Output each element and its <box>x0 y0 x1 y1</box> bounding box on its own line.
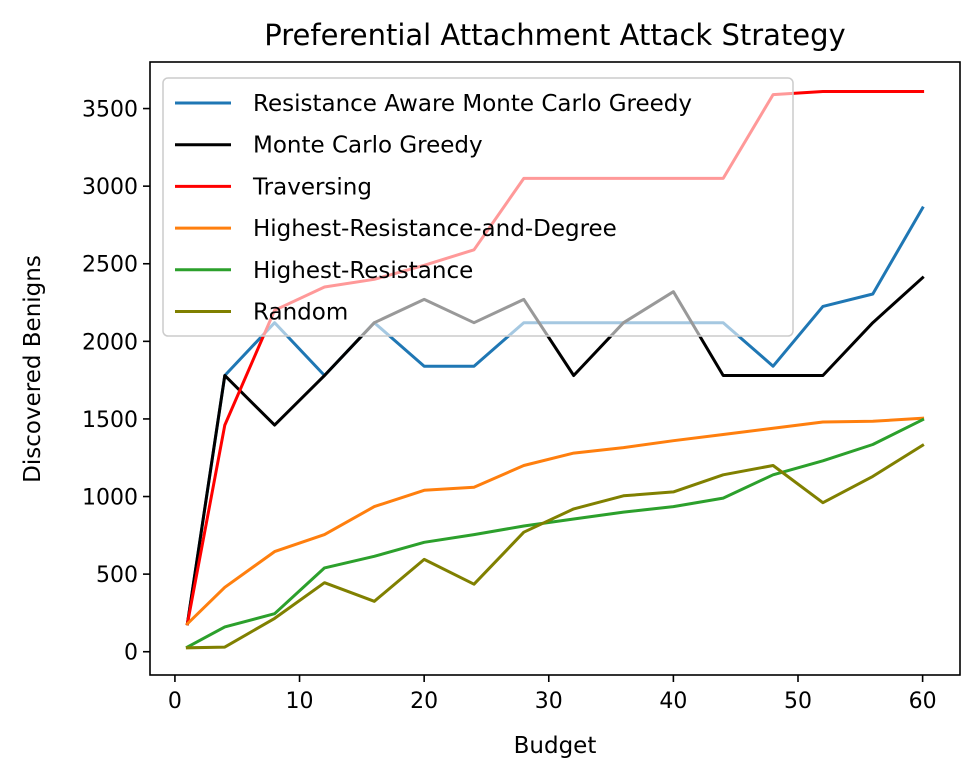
y-tick-label-6: 3000 <box>82 175 138 200</box>
y-tick-label-5: 2500 <box>82 253 138 278</box>
legend: Resistance Aware Monte Carlo Greedy Monte… <box>162 77 794 337</box>
legend-label-1: Monte Carlo Greedy <box>253 133 483 159</box>
y-tick-label-3: 1500 <box>82 408 138 433</box>
y-tick-label-1: 500 <box>96 563 138 588</box>
y-tick-label-0: 0 <box>124 641 138 666</box>
axes-frame <box>149 61 961 676</box>
y-tick-label-4: 2000 <box>82 330 138 355</box>
x-tick-label-6: 60 <box>909 689 937 714</box>
legend-label-4: Highest-Resistance <box>253 258 473 284</box>
legend-label-3: Highest-Resistance-and-Degree <box>253 216 617 242</box>
legend-label-5: Random <box>253 300 348 326</box>
series-line-4 <box>185 417 925 650</box>
x-tick-label-2: 20 <box>410 689 438 714</box>
y-tick-label-7: 3500 <box>82 98 138 123</box>
series-line-5 <box>185 443 925 650</box>
plot-area: Resistance Aware Monte Carlo Greedy Monte… <box>82 61 961 714</box>
legend-label-2: Traversing <box>252 174 372 200</box>
legend-frame <box>162 77 794 337</box>
chart-title: Preferential Attachment Attack Strategy <box>264 18 845 52</box>
x-tick-label-0: 0 <box>168 689 182 714</box>
x-tick-label-3: 30 <box>535 689 563 714</box>
y-axis-label: Discovered Benigns <box>20 255 46 483</box>
series-line-3 <box>185 416 925 626</box>
series-line-1 <box>185 275 925 626</box>
x-tick-label-4: 40 <box>659 689 687 714</box>
x-tick-label-5: 50 <box>784 689 812 714</box>
x-tick-label-1: 10 <box>286 689 314 714</box>
y-tick-label-2: 1000 <box>82 486 138 511</box>
x-axis-label: Budget <box>514 733 597 759</box>
legend-label-0: Resistance Aware Monte Carlo Greedy <box>253 91 692 117</box>
